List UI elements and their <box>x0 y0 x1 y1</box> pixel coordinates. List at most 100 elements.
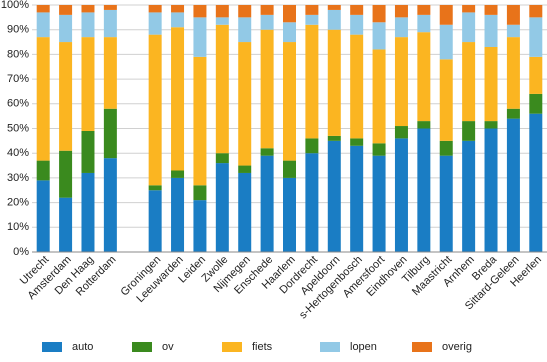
bar-segment <box>148 5 162 13</box>
bar-segment <box>327 140 341 252</box>
bar-segment <box>148 12 162 35</box>
bar-segment <box>59 14 73 43</box>
bar-segment <box>506 118 520 253</box>
bar-segment <box>171 177 185 252</box>
bar-segment <box>193 200 207 252</box>
bar-segment <box>260 5 274 15</box>
bar-segment <box>417 14 431 33</box>
bar-segment <box>36 160 50 181</box>
legend-swatch <box>222 342 242 352</box>
bar-segment <box>148 185 162 191</box>
bar-segment <box>148 190 162 252</box>
bar-segment <box>215 5 229 18</box>
bar-segment <box>305 24 319 139</box>
bar-segment <box>103 5 117 10</box>
bar-segment <box>283 177 296 252</box>
legend-swatch <box>132 342 152 352</box>
bar-segment <box>81 5 95 13</box>
bar-segment <box>417 121 431 129</box>
bar-segment <box>193 17 207 57</box>
bar-segment <box>462 121 476 141</box>
bar-segment <box>193 5 207 18</box>
bar-segment <box>103 108 117 159</box>
bar-segment <box>36 12 50 38</box>
legend-label: ov <box>162 341 174 353</box>
bar-segment <box>372 155 386 252</box>
bar-segment <box>36 5 50 13</box>
bar-segment <box>36 37 50 161</box>
y-tick-label: 20% <box>7 197 29 209</box>
bar-segment <box>283 160 296 178</box>
bar-segment <box>327 29 341 136</box>
legend-label: fiets <box>252 341 273 353</box>
bar-segment <box>260 14 274 30</box>
bar-segment <box>462 140 476 252</box>
bar-segment <box>372 5 386 23</box>
bar-segment <box>238 42 252 166</box>
bar-segment <box>394 126 408 139</box>
bar-segment <box>529 56 543 94</box>
bar-segment <box>81 130 95 173</box>
bar-segment <box>260 155 274 252</box>
bar-segment <box>283 42 296 161</box>
bar-segment <box>394 17 408 38</box>
y-tick-label: 40% <box>7 147 29 159</box>
bar-segment <box>394 5 408 18</box>
y-tick-label: 80% <box>7 48 29 60</box>
y-tick-label: 70% <box>7 73 29 85</box>
bar-segment <box>484 121 498 129</box>
bar-segment <box>305 153 319 252</box>
bar-segment <box>81 172 95 252</box>
bar-segment <box>327 9 341 30</box>
bar-segment <box>506 37 520 109</box>
bar-segment <box>350 145 364 252</box>
bar-segment <box>81 12 95 38</box>
bar-segment <box>238 172 252 252</box>
bar-segment <box>260 29 274 149</box>
bar-segment <box>439 59 453 141</box>
bar-segment <box>439 140 453 156</box>
bar-segment <box>327 5 341 10</box>
legend-label: lopen <box>350 341 377 353</box>
bar-segment <box>484 128 498 252</box>
bar-segment <box>372 143 386 156</box>
legend-label: auto <box>72 341 93 353</box>
y-tick-label: 90% <box>7 24 29 36</box>
bar-segment <box>417 128 431 252</box>
bar-segment <box>215 163 229 252</box>
bar-segment <box>305 14 319 25</box>
bar-segment <box>350 5 364 15</box>
bar-segment <box>59 5 73 15</box>
y-tick-label: 100% <box>1 0 29 11</box>
bar-segment <box>484 14 498 47</box>
bar-segment <box>171 12 185 28</box>
y-tick-label: 0% <box>13 246 29 258</box>
bar-segment <box>372 22 386 50</box>
bar-segment <box>148 34 162 186</box>
bar-segment <box>81 37 95 131</box>
bar-segment <box>462 5 476 13</box>
bar-segment <box>238 165 252 173</box>
y-tick-label: 50% <box>7 122 29 134</box>
bar-segment <box>103 158 117 252</box>
bar-segment <box>417 32 431 122</box>
bar-segment <box>238 5 252 18</box>
bar-segment <box>462 12 476 43</box>
bar-segment <box>305 5 319 15</box>
bar-segment <box>462 42 476 122</box>
bar-segment <box>350 14 364 35</box>
bar-segment <box>372 49 386 144</box>
bar-segment <box>59 42 73 151</box>
bar-segment <box>350 138 364 146</box>
bar-segment <box>484 5 498 15</box>
bar-segment <box>171 5 185 13</box>
bar-segment <box>506 24 520 38</box>
bar-segment <box>439 155 453 252</box>
bar-segment <box>484 46 498 122</box>
bar-segment <box>439 5 453 25</box>
bar-segment <box>215 17 229 25</box>
bar-segment <box>529 17 543 57</box>
bar-segment <box>103 9 117 38</box>
legend-label: overig <box>442 341 472 353</box>
